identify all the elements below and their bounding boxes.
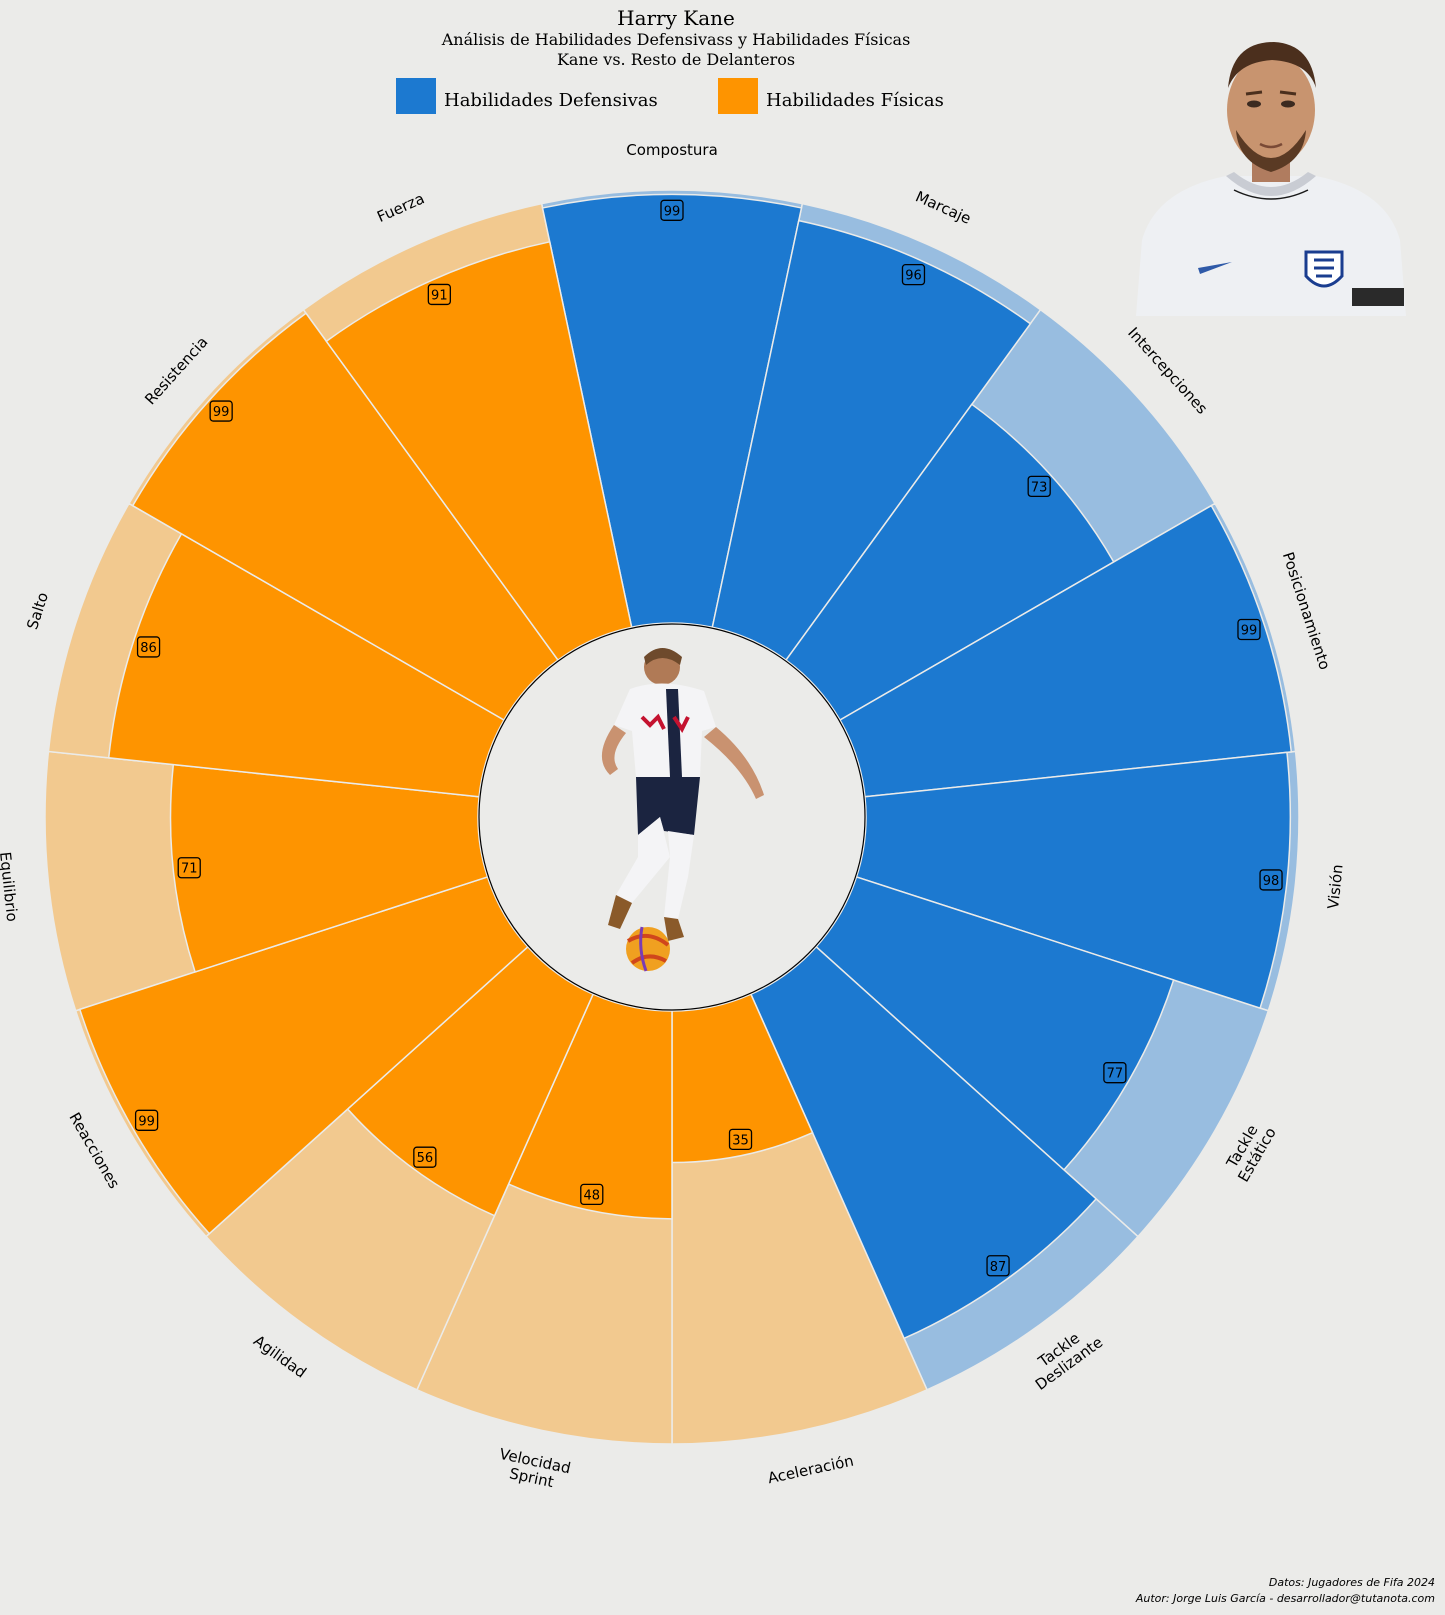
category-label-6: TackleDeslizante: [1022, 1319, 1106, 1394]
author-credit: Autor: Jorge Luis García - desarrollador…: [1135, 1592, 1435, 1605]
svg-text:48: 48: [584, 1188, 601, 1203]
svg-text:91: 91: [431, 288, 448, 303]
value-bars: [78, 193, 1293, 1340]
value-labels: 99 96 73 99 98 77 87 35 48 56 99 71 86 99 91: [134, 199, 1283, 1277]
chart-comparison: Kane vs. Resto de Delanteros: [556, 50, 796, 69]
category-label-13: Resistencia: [141, 333, 211, 408]
svg-text:86: 86: [140, 641, 157, 656]
chart-subtitle: Análisis de Habilidades Defensivass y Ha…: [441, 30, 911, 49]
category-label-0: Compostura: [626, 141, 718, 159]
svg-text:87: 87: [990, 1260, 1007, 1275]
svg-text:96: 96: [905, 269, 922, 284]
category-label-9: Agilidad: [250, 1332, 310, 1382]
bar-11: [169, 763, 489, 973]
player-portrait: [1136, 40, 1406, 316]
value-label-10: 99: [134, 1109, 159, 1131]
value-label-7: 35: [728, 1128, 753, 1150]
player-portrait-image: [1136, 42, 1406, 316]
title-block: Harry Kane Análisis de Habilidades Defen…: [0, 6, 1352, 70]
value-label-0: 99: [660, 199, 684, 221]
category-label-1: Marcaje: [913, 187, 974, 227]
value-label-11: 71: [177, 857, 201, 879]
category-label-12: Salto: [23, 590, 52, 632]
value-label-8: 48: [580, 1183, 604, 1206]
category-label-10: Reacciones: [65, 1109, 123, 1191]
category-label-3: Posicionamiento: [1279, 550, 1334, 672]
bar-9: [346, 945, 595, 1217]
value-label-2: 73: [1027, 475, 1051, 498]
svg-text:99: 99: [138, 1114, 155, 1129]
value-label-3: 99: [1237, 618, 1261, 641]
value-label-9: 56: [413, 1146, 437, 1168]
svg-text:99: 99: [1241, 624, 1258, 639]
category-label-5: TackleEstático: [1220, 1116, 1280, 1185]
svg-text:73: 73: [1031, 480, 1048, 495]
bar-3: [838, 504, 1293, 798]
bar-10: [78, 876, 529, 1235]
chart-title: Harry Kane: [617, 6, 735, 30]
value-label-4: 98: [1259, 869, 1283, 891]
value-label-13: 99: [209, 400, 233, 422]
svg-text:71: 71: [181, 862, 198, 877]
bar-0: [541, 193, 803, 629]
legend-label-physical: Habilidades Físicas: [766, 90, 944, 111]
bar-1: [711, 219, 1032, 662]
value-label-1: 96: [901, 263, 926, 286]
svg-text:35: 35: [732, 1133, 749, 1148]
legend-label-defensive: Habilidades Defensivas: [444, 90, 658, 111]
category-label-4: Visión: [1324, 864, 1347, 910]
bar-13: [131, 312, 560, 722]
credits: Datos: Jugadores de Fifa 2024 Autor: Jor…: [1136, 1575, 1435, 1607]
svg-text:99: 99: [664, 204, 681, 219]
bar-4: [855, 751, 1292, 1010]
bar-6: [749, 945, 1098, 1340]
value-label-12: 86: [136, 636, 161, 658]
bar-8: [507, 993, 673, 1220]
legend-swatch-physical: [718, 78, 758, 114]
bar-14: [325, 240, 633, 662]
category-label-8: VelocidadSprint: [494, 1445, 572, 1494]
bar-5: [815, 876, 1175, 1171]
value-label-5: 77: [1103, 1062, 1127, 1084]
category-label-11: Equilibrio: [0, 851, 21, 923]
svg-text:99: 99: [213, 405, 230, 420]
category-label-14: Fuerza: [374, 189, 427, 226]
svg-text:56: 56: [417, 1151, 434, 1166]
svg-text:77: 77: [1107, 1067, 1124, 1082]
center-hub: [478, 623, 866, 1011]
legend-swatch-defensive: [396, 78, 436, 114]
player-action-image: [601, 648, 764, 972]
svg-text:98: 98: [1263, 874, 1280, 889]
value-label-6: 87: [986, 1255, 1010, 1277]
data-source: Datos: Jugadores de Fifa 2024: [1268, 1576, 1435, 1589]
value-label-14: 91: [427, 283, 451, 306]
bar-12: [107, 532, 506, 798]
category-label-7: Aceleración: [766, 1452, 855, 1488]
